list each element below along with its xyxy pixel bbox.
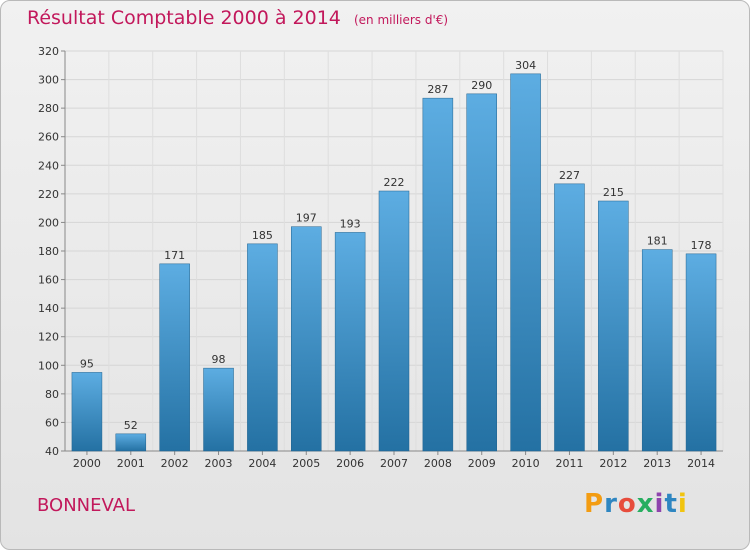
bar-2002[interactable] [159, 263, 190, 452]
value-label: 95 [80, 357, 94, 370]
value-label: 222 [384, 176, 405, 189]
y-tick-label: 120 [38, 331, 59, 344]
x-tick-label: 2000 [73, 457, 101, 470]
bar-2010[interactable] [510, 73, 541, 452]
y-tick-label: 260 [38, 131, 59, 144]
bar-2009[interactable] [466, 93, 497, 452]
commune-name: BONNEVAL [37, 495, 136, 516]
value-label: 227 [559, 169, 580, 182]
value-label: 215 [603, 186, 624, 199]
logo-letter: x [636, 489, 655, 519]
value-label: 193 [340, 217, 361, 230]
value-label: 98 [212, 353, 226, 366]
x-tick-label: 2010 [512, 457, 540, 470]
labels: 40 60 80 100 120 140 160 180 200 220 240 260 280 300 3… [38, 45, 715, 470]
bar-2004[interactable] [247, 243, 278, 452]
value-label: 52 [124, 419, 138, 432]
y-tick-label: 180 [38, 245, 59, 258]
bar-2001[interactable] [115, 433, 147, 452]
x-tick-label: 2005 [292, 457, 320, 470]
bar-2006[interactable] [334, 232, 366, 452]
x-tick-label: 2001 [117, 457, 145, 470]
x-tick-label: 2003 [205, 457, 233, 470]
value-label: 171 [164, 249, 185, 262]
proxiti-logo[interactable]: Proxiti [584, 489, 688, 519]
value-label: 287 [427, 83, 448, 96]
y-tick-label: 40 [45, 445, 59, 458]
y-tick-label: 100 [38, 359, 59, 372]
bar-2014[interactable] [685, 253, 717, 452]
x-tick-label: 2009 [468, 457, 496, 470]
value-label: 290 [471, 79, 492, 92]
y-tick-label: 300 [38, 74, 59, 87]
logo-letter: P [584, 489, 605, 519]
y-tick-label: 200 [38, 216, 59, 229]
y-tick-label: 220 [38, 188, 59, 201]
x-tick-label: 2002 [161, 457, 189, 470]
y-tick-label: 320 [38, 45, 59, 58]
logo-letter: t [664, 489, 678, 519]
logo-letter: o [617, 489, 637, 519]
bar-2013[interactable] [641, 249, 673, 452]
y-tick-label: 160 [38, 274, 59, 287]
logo-letter: i [677, 489, 688, 519]
value-label: 181 [647, 235, 668, 248]
title-text: Résultat Comptable 2000 à 2014 [27, 7, 341, 29]
logo-letter: i [654, 489, 665, 519]
y-tick-label: 60 [45, 416, 59, 429]
bar-2012[interactable] [598, 200, 629, 452]
logo-letter: r [604, 489, 618, 519]
x-tick-label: 2008 [424, 457, 452, 470]
bars [71, 73, 717, 452]
x-tick-label: 2011 [555, 457, 583, 470]
bar-2003[interactable] [203, 367, 234, 452]
bar-2005[interactable] [291, 226, 322, 452]
chart-title: Résultat Comptable 2000 à 2014 (en milli… [27, 7, 448, 29]
bar-2008[interactable] [422, 97, 454, 452]
y-tick-label: 80 [45, 388, 59, 401]
x-tick-label: 2004 [248, 457, 276, 470]
x-tick-label: 2013 [643, 457, 671, 470]
y-tick-label: 240 [38, 159, 59, 172]
bar-2007[interactable] [378, 190, 410, 452]
x-tick-label: 2012 [599, 457, 627, 470]
y-tick-label: 140 [38, 302, 59, 315]
x-tick-label: 2007 [380, 457, 408, 470]
x-tick-label: 2006 [336, 457, 364, 470]
x-tick-label: 2014 [687, 457, 715, 470]
bar-2011[interactable] [554, 183, 585, 452]
value-label: 178 [691, 239, 712, 252]
bar-2000[interactable] [71, 372, 103, 452]
value-label: 304 [515, 59, 536, 72]
y-tick-label: 280 [38, 102, 59, 115]
value-label: 185 [252, 229, 273, 242]
value-label: 197 [296, 212, 317, 225]
unit-text: (en milliers d'€) [353, 13, 449, 27]
